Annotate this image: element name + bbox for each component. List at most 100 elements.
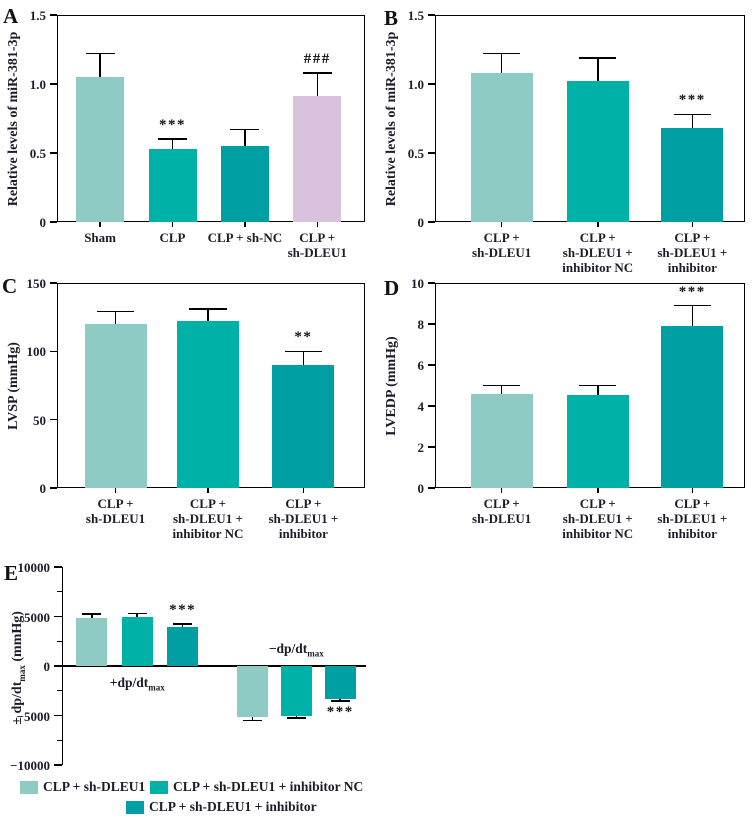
y-axis-label: Relative levels of miR-381-3p	[384, 31, 399, 206]
x-tick	[171, 222, 174, 227]
y-tick	[50, 83, 57, 85]
y-tick	[50, 487, 57, 489]
bar-CLP + sh-DLEU1 + inhibitor NC	[566, 394, 629, 488]
y-tick	[428, 405, 435, 407]
legend-label: CLP + sh-DLEU1 + inhibitor NC	[173, 779, 364, 794]
x-category-line: CLP	[159, 230, 186, 245]
x-category-label: CLP + sh-DLEU1 + inhibitor	[637, 230, 747, 275]
y-tick-label: 0	[417, 481, 425, 496]
significance-marker: ***	[326, 704, 354, 721]
x-category-line: sh-DLEU1 +	[657, 245, 728, 260]
x-category-line: inhibitor	[278, 526, 328, 541]
y-tick-label: 10	[411, 276, 424, 291]
x-category-line: inhibitor NC	[172, 526, 244, 541]
significance-marker: ***	[159, 117, 186, 134]
x-category-line: inhibitor NC	[562, 526, 634, 541]
zero-axis-line	[63, 665, 366, 667]
x-category-line: CLP +	[299, 230, 336, 245]
y-minor-tick	[57, 739, 62, 741]
y-tick-label: 10000	[17, 560, 51, 575]
error-bar	[251, 717, 254, 721]
y-tick-label: −10000	[10, 758, 50, 773]
x-category-line: CLP +	[285, 496, 322, 511]
x-category-line: inhibitor	[667, 260, 717, 275]
error-bar	[597, 385, 599, 395]
significance-marker: ***	[678, 283, 706, 300]
x-category-label: CLP + sh-DLEU1	[447, 496, 557, 526]
error-bar	[295, 715, 298, 718]
panel-letter-E: E	[4, 561, 19, 585]
x-category-line: sh-DLEU1 +	[562, 511, 633, 526]
bar-+dp/dt_max-CLP + sh-DLEU1 + inhibitor NC	[121, 617, 153, 666]
error-bar-cap	[330, 700, 350, 702]
x-category-line: sh-DLEU1 +	[562, 245, 633, 260]
y-axis-label: LVEDP (mmHg)	[384, 335, 399, 436]
x-category-line: sh-DLEU1 +	[268, 511, 339, 526]
bar-CLP + sh-DLEU1	[84, 324, 147, 488]
y-tick	[54, 665, 62, 667]
x-category-line: CLP +	[579, 230, 616, 245]
error-bar	[114, 311, 117, 324]
error-bar	[316, 72, 318, 97]
y-axis-spine	[61, 567, 63, 765]
y-tick	[428, 446, 435, 448]
y-tick-label: 0	[39, 215, 47, 230]
y-tick-label: 150	[26, 276, 47, 291]
x-category-line: CLP + sh-NC	[207, 230, 283, 245]
panel-B: B Relative levels of miR-381-3p 0 0.5 1.0 1.5…	[378, 0, 756, 275]
legend-label: CLP + sh-DLEU1 + inhibitor	[149, 799, 317, 814]
x-category-line: CLP +	[579, 496, 616, 511]
y-tick	[428, 221, 435, 223]
error-bar-cap	[302, 72, 332, 74]
x-tick	[691, 222, 694, 227]
x-category-label: CLP + sh-DLEU1	[61, 496, 171, 526]
y-tick	[428, 152, 435, 154]
x-category-line: CLP +	[97, 496, 134, 511]
y-tick	[50, 14, 57, 16]
error-bar	[207, 308, 209, 322]
bar-CLP + sh-DLEU1	[293, 96, 342, 222]
error-bar	[136, 613, 138, 618]
x-category-label: CLP + sh-DLEU1 + inhibitor NC	[543, 230, 653, 275]
x-category-line: CLP +	[674, 496, 711, 511]
y-tick	[428, 14, 435, 16]
x-category-label: CLP + sh-DLEU1 + inhibitor	[637, 496, 747, 541]
group-label-+dp/dt_max: +dp/dtmax	[109, 675, 165, 693]
bar-+dp/dt_max-CLP + sh-DLEU1 + inhibitor	[167, 626, 199, 666]
y-tick	[428, 282, 435, 284]
y-tick-label: 1.5	[407, 8, 424, 23]
x-category-label: CLP	[118, 230, 228, 245]
bar-CLP + sh-DLEU1 + inhibitor	[272, 365, 335, 488]
bar-CLP + sh-DLEU1	[470, 393, 533, 488]
error-bar	[500, 53, 503, 73]
x-category-label: CLP + sh-DLEU1 + inhibitor NC	[153, 496, 263, 541]
legend-item-inhibitor-nc: CLP + sh-DLEU1 + inhibitor NC	[150, 779, 363, 795]
error-bar	[691, 114, 694, 129]
x-category-line: sh-DLEU1 +	[657, 511, 728, 526]
bar-−dp/dt_max-CLP + sh-DLEU1 + inhibitor	[324, 666, 356, 699]
legend-label: CLP + sh-DLEU1	[43, 779, 146, 794]
panel-letter-D: D	[384, 276, 400, 300]
panel-letter-C: C	[2, 274, 18, 298]
error-bar	[691, 305, 694, 327]
error-bar-cap	[284, 350, 322, 353]
y-axis-label: Relative levels of miR-381-3p	[6, 31, 21, 206]
x-category-line: CLP +	[483, 496, 520, 511]
error-bar-cap	[243, 719, 262, 722]
x-category-line: inhibitor	[667, 526, 717, 541]
y-tick-label: 0	[43, 659, 51, 674]
x-tick	[500, 488, 503, 493]
error-bar	[302, 351, 305, 365]
bar-CLP	[148, 148, 197, 222]
bar-−dp/dt_max-CLP + sh-DLEU1 + inhibitor NC	[280, 666, 312, 716]
error-bar-cap	[579, 384, 617, 387]
error-bar-cap	[673, 113, 711, 116]
x-category-line: CLP +	[674, 230, 711, 245]
error-bar-cap	[96, 310, 135, 313]
bar-CLP + sh-DLEU1 + inhibitor NC	[566, 81, 629, 222]
y-tick-label: 1.5	[29, 8, 46, 23]
y-tick-label: 1.0	[407, 77, 424, 92]
x-tick	[207, 488, 209, 493]
y-tick-label: 1.0	[29, 77, 46, 92]
